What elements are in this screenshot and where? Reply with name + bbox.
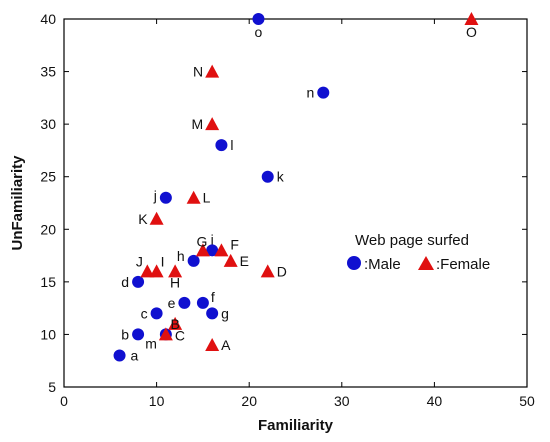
y-tick-label: 5 xyxy=(48,379,56,395)
legend-male-label: :Male xyxy=(364,256,401,273)
female-point-K xyxy=(149,211,164,225)
x-tick-label: 10 xyxy=(149,393,165,409)
point-label-f: f xyxy=(211,289,215,305)
point-label-c: c xyxy=(141,305,148,321)
y-axis-title: UnFamiliarity xyxy=(9,155,26,251)
male-point-j xyxy=(159,191,172,204)
x-tick-label: 20 xyxy=(241,393,257,409)
point-label-A: A xyxy=(221,337,231,353)
x-tick-label: 0 xyxy=(60,393,68,409)
female-point-D xyxy=(260,264,275,278)
x-tick-label: 50 xyxy=(519,393,535,409)
female-point-H xyxy=(168,264,183,278)
y-tick-label: 15 xyxy=(40,274,56,290)
legend-female-marker xyxy=(418,256,434,270)
point-label-O: O xyxy=(466,24,477,40)
female-point-M xyxy=(205,117,220,131)
point-label-a: a xyxy=(131,347,139,363)
female-point-A xyxy=(205,337,220,351)
x-tick-label: 30 xyxy=(334,393,350,409)
male-point-o xyxy=(252,13,265,25)
point-label-e: e xyxy=(168,295,176,311)
axis-ticks: 0 10 20 30 40 50 5 10 15 20 25 30 35 40 xyxy=(40,11,535,409)
point-label-l: l xyxy=(230,137,233,153)
female-point-L xyxy=(186,190,201,204)
point-label-j: j xyxy=(153,188,157,204)
female-point-J xyxy=(140,264,155,278)
legend-female-label: :Female xyxy=(436,256,490,273)
male-point-c xyxy=(150,307,163,320)
y-tick-label: 40 xyxy=(40,11,56,27)
female-point-N xyxy=(205,64,220,78)
point-label-M: M xyxy=(191,116,203,132)
female-point-B xyxy=(168,316,183,330)
point-label-C: C xyxy=(175,327,185,343)
male-point-n xyxy=(317,86,330,99)
y-tick-label: 35 xyxy=(40,64,56,80)
male-point-e xyxy=(178,296,191,309)
point-label-K: K xyxy=(138,211,148,227)
female-series: A BC D EF G HI J K L M N O xyxy=(136,12,479,353)
y-tick-label: 30 xyxy=(40,116,56,132)
point-label-o: o xyxy=(255,24,263,40)
female-point-C xyxy=(158,327,173,341)
male-point-b xyxy=(132,328,145,341)
female-point-G xyxy=(195,243,210,257)
y-tick-label: 20 xyxy=(40,221,56,237)
point-label-d: d xyxy=(121,274,129,290)
x-axis-title: Familiarity xyxy=(258,417,334,434)
male-point-g xyxy=(206,307,219,320)
female-point-F xyxy=(214,243,229,257)
male-point-l xyxy=(215,139,228,152)
point-label-k: k xyxy=(277,169,285,185)
x-tick-label: 40 xyxy=(427,393,443,409)
point-label-H: H xyxy=(170,274,180,290)
male-point-f xyxy=(196,296,209,309)
point-label-n: n xyxy=(306,85,314,101)
point-label-i: i xyxy=(211,231,214,247)
plot-frame xyxy=(63,18,528,388)
point-label-E: E xyxy=(240,253,249,269)
point-label-J: J xyxy=(136,253,143,269)
female-point-O xyxy=(464,12,479,25)
legend-male-marker xyxy=(347,256,361,270)
male-point-k xyxy=(261,170,274,183)
y-tick-label: 25 xyxy=(40,169,56,185)
male-point-d xyxy=(132,275,145,288)
point-label-D: D xyxy=(277,263,287,279)
point-label-g: g xyxy=(221,305,229,321)
female-point-E xyxy=(223,253,238,267)
female-point-I xyxy=(149,264,164,278)
point-label-B: B xyxy=(170,316,179,332)
point-label-b: b xyxy=(121,326,129,342)
point-label-m: m xyxy=(145,335,157,351)
point-label-I: I xyxy=(161,253,165,269)
y-tick-label: 10 xyxy=(40,326,56,342)
male-point-a xyxy=(113,349,126,362)
legend-title: Web page surfed xyxy=(355,232,469,249)
point-label-G: G xyxy=(196,233,207,249)
point-label-F: F xyxy=(230,236,239,252)
male-point-i xyxy=(206,244,219,257)
legend: Web page surfed :Male :Female xyxy=(347,232,490,273)
point-label-N: N xyxy=(193,64,203,80)
point-label-h: h xyxy=(177,248,185,264)
male-point-h xyxy=(187,254,200,267)
point-label-L: L xyxy=(203,190,211,206)
